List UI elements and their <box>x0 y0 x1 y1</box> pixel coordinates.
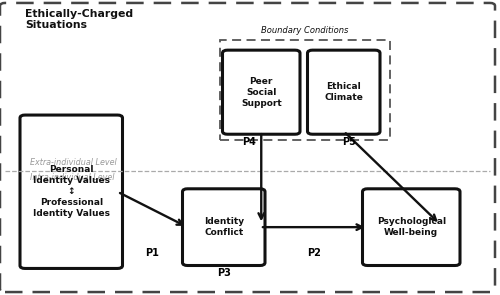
Text: Ethically-Charged
Situations: Ethically-Charged Situations <box>25 9 133 30</box>
FancyBboxPatch shape <box>308 50 380 134</box>
Text: P5: P5 <box>342 137 355 147</box>
Text: P2: P2 <box>307 248 320 258</box>
FancyBboxPatch shape <box>182 189 265 266</box>
Text: P4: P4 <box>242 137 256 147</box>
Text: Psychological
Well-being: Psychological Well-being <box>376 217 446 237</box>
FancyBboxPatch shape <box>20 115 122 268</box>
FancyBboxPatch shape <box>220 40 390 140</box>
Text: Extra-individual Level: Extra-individual Level <box>30 158 117 167</box>
Text: P3: P3 <box>217 268 230 278</box>
Text: Boundary Conditions: Boundary Conditions <box>262 26 348 35</box>
FancyBboxPatch shape <box>362 189 460 266</box>
Text: P1: P1 <box>146 248 160 258</box>
Text: Ethical
Climate: Ethical Climate <box>324 82 363 102</box>
Text: Identity
Conflict: Identity Conflict <box>204 217 244 237</box>
Text: Peer
Social
Support: Peer Social Support <box>241 77 282 108</box>
FancyBboxPatch shape <box>0 3 495 292</box>
Text: Personal
Identity Values
↕
Professional
Identity Values: Personal Identity Values ↕ Professional … <box>33 165 110 219</box>
FancyBboxPatch shape <box>222 50 300 134</box>
Text: Intra-individual Level: Intra-individual Level <box>30 173 114 182</box>
